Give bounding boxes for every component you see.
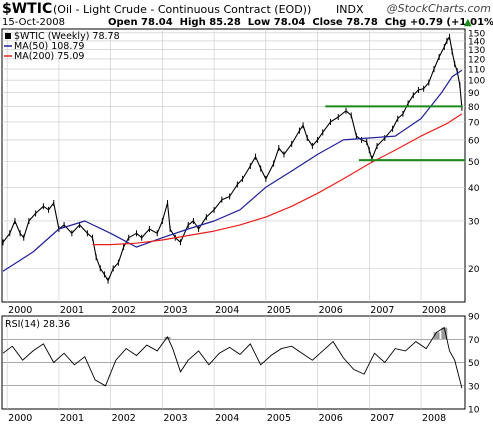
rsi-x-tick-label: 2004 — [215, 413, 239, 424]
price-y-tick-label: 40 — [468, 184, 480, 194]
price-x-tick-label: 2004 — [215, 305, 239, 316]
price-y-tick-label: 60 — [468, 136, 480, 146]
rsi-overbought-fill — [433, 332, 440, 340]
rsi-y-tick-label: 30 — [468, 382, 480, 392]
up-arrow-icon: ▲ — [464, 17, 472, 28]
price-series-group — [2, 33, 465, 284]
price-y-tick-label: 70 — [468, 118, 480, 128]
price-y-tick-label: 130 — [468, 46, 485, 56]
symbol-description: (Oil - Light Crude - Continuous Contract… — [53, 3, 311, 16]
rsi-y-tick-label: 50 — [468, 359, 480, 369]
rsi-x-tick-label: 2000 — [8, 413, 32, 424]
price-x-tick-label: 2001 — [60, 305, 84, 316]
price-y-tick-label: 100 — [468, 77, 485, 87]
price-x-tick-label: 2005 — [267, 305, 291, 316]
ma200-line — [92, 113, 463, 246]
rsi-y-tick-label: 90 — [468, 313, 480, 323]
rsi-line — [2, 326, 463, 389]
legend-ma50-label: MA(50) 108.79 — [14, 41, 84, 52]
rsi-label: RSI(14) 28.36 — [5, 319, 70, 330]
exchange-label: INDX — [336, 3, 364, 16]
price-legend: $WTIC (Weekly) 78.78 MA(50) 108.79 MA(20… — [4, 31, 120, 62]
legend-ma200-label: MA(200) 75.09 — [14, 51, 84, 62]
price-panel-frame — [1, 28, 466, 303]
rsi-x-axis: 2000 2001 2002 2003 2004 2005 2006 2007 2008 — [8, 413, 446, 424]
rsi-x-tick-label: 2006 — [319, 413, 343, 424]
quote-line: Open 78.04 High 85.28 Low 78.04 Close 78… — [108, 17, 493, 28]
price-x-tick-label: 2007 — [370, 305, 394, 316]
chart-header: $WTIC (Oil - Light Crude - Continuous Co… — [2, 1, 493, 28]
price-y-tick-label: 80 — [468, 103, 480, 113]
rsi-x-tick-label: 2001 — [60, 413, 84, 424]
rsi-series-group — [2, 326, 463, 389]
legend-main-swatch — [5, 33, 11, 39]
ma50-line — [2, 69, 463, 272]
price-x-tick-label: 2002 — [112, 305, 136, 316]
rsi-x-tick-label: 2007 — [370, 413, 394, 424]
date-label: 15-Oct-2008 — [2, 17, 65, 28]
rsi-x-tick-label: 2008 — [422, 413, 446, 424]
price-y-tick-label: 50 — [468, 158, 480, 168]
watermark-logo: @StockCharts.com — [387, 2, 491, 15]
price-y-tick-label: 120 — [468, 55, 485, 65]
legend-main-label: $WTIC (Weekly) 78.78 — [14, 31, 120, 42]
price-x-tick-label: 2000 — [8, 305, 32, 316]
price-x-tick-label: 2006 — [319, 305, 343, 316]
price-y-tick-label: 30 — [468, 217, 480, 227]
price-x-tick-label: 2008 — [422, 305, 446, 316]
price-x-tick-label: 2003 — [163, 305, 187, 316]
price-y-tick-label: 140 — [468, 37, 485, 47]
price-y-tick-label: 150 — [468, 29, 485, 39]
rsi-y-tick-label: 70 — [468, 336, 480, 346]
price-x-axis: 2000 2001 2002 2003 2004 2005 2006 2007 2008 — [8, 305, 446, 316]
rsi-grid — [2, 316, 465, 409]
price-grid — [2, 29, 465, 302]
rsi-x-tick-label: 2002 — [112, 413, 136, 424]
rsi-y-axis: 90 70 50 30 10 — [468, 313, 480, 416]
rsi-overbought-fill — [441, 327, 448, 340]
rsi-y-tick-label: 10 — [468, 406, 480, 416]
price-y-tick-label: 90 — [468, 89, 480, 99]
symbol-title: $WTIC — [2, 1, 52, 17]
rsi-x-tick-label: 2005 — [267, 413, 291, 424]
price-y-tick-label: 20 — [468, 265, 480, 275]
rsi-x-tick-label: 2003 — [163, 413, 187, 424]
price-y-tick-label: 110 — [468, 66, 485, 76]
